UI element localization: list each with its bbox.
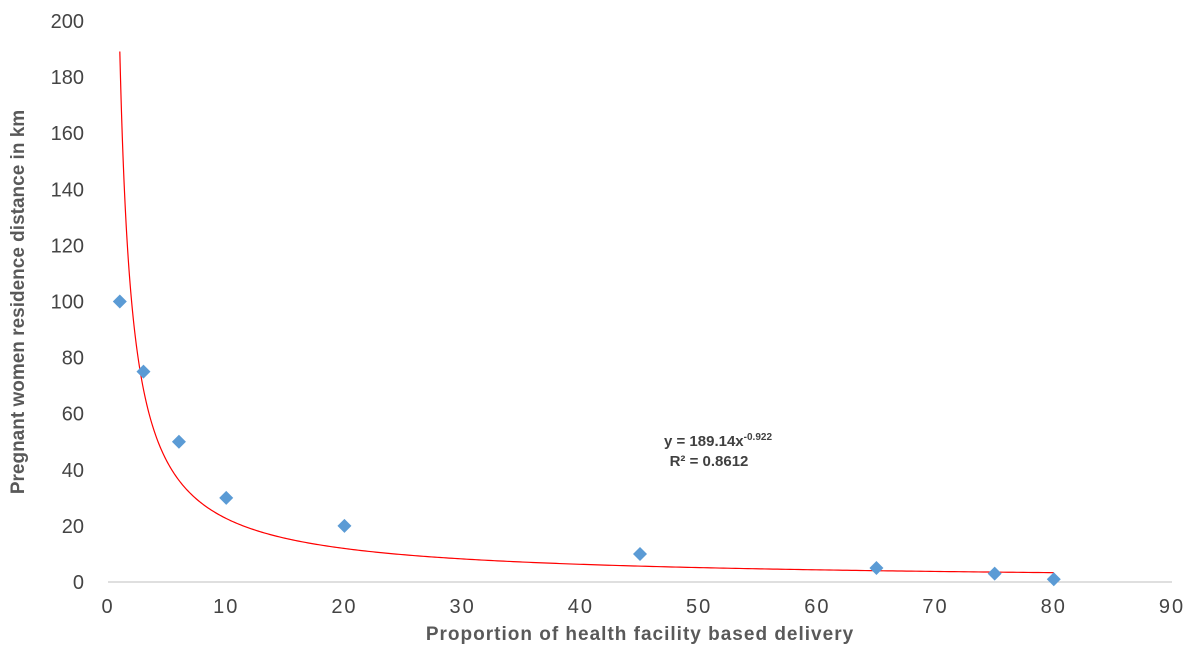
x-tick-label: 40 bbox=[568, 596, 594, 618]
data-point-diamond bbox=[136, 364, 151, 379]
trendline-equation-main: y = 189.14x bbox=[664, 433, 744, 450]
x-tick-label: 80 bbox=[1041, 596, 1067, 618]
data-point-diamond bbox=[633, 546, 647, 561]
data-point-diamond bbox=[337, 518, 352, 533]
x-tick-label: 60 bbox=[804, 596, 830, 618]
y-tick-label: 200 bbox=[51, 11, 84, 33]
data-point-diamond bbox=[219, 490, 234, 505]
x-tick-label: 10 bbox=[213, 596, 239, 618]
y-tick-label: 100 bbox=[51, 292, 84, 314]
y-tick-labels: 0 20 40 60 80 100 120 140 160 180 200 bbox=[51, 11, 84, 594]
x-tick-label: 70 bbox=[922, 596, 948, 618]
y-tick-label: 20 bbox=[62, 516, 84, 538]
data-point-diamond bbox=[987, 566, 1002, 581]
x-tick-label: 50 bbox=[686, 596, 712, 618]
data-points bbox=[112, 294, 1061, 587]
y-tick-label: 0 bbox=[73, 572, 84, 594]
trendline-equation: y = 189.14x-0.922 bbox=[664, 432, 772, 450]
data-point-diamond bbox=[869, 560, 884, 575]
data-point-diamond bbox=[171, 434, 186, 449]
y-tick-label: 60 bbox=[62, 404, 84, 426]
y-axis-title: Pregnant women residence distance in km bbox=[8, 110, 29, 494]
y-tick-label: 40 bbox=[62, 460, 84, 482]
x-tick-label: 30 bbox=[450, 596, 476, 618]
trendline-equation-exponent: -0.922 bbox=[744, 432, 773, 443]
y-tick-label: 80 bbox=[62, 348, 84, 370]
x-tick-label: 90 bbox=[1159, 596, 1185, 618]
x-tick-labels: 0 10 20 30 40 50 60 70 80 90 bbox=[101, 596, 1185, 618]
trendline-r-squared: R² = 0.8612 bbox=[670, 453, 749, 470]
y-tick-label: 180 bbox=[51, 67, 84, 89]
x-tick-label: 0 bbox=[101, 596, 114, 618]
data-point-diamond bbox=[1046, 572, 1061, 587]
x-axis-title: Proportion of health facility based deli… bbox=[426, 624, 854, 645]
y-tick-label: 160 bbox=[51, 123, 84, 145]
y-tick-label: 120 bbox=[51, 235, 84, 257]
power-trendline bbox=[119, 51, 1054, 574]
y-tick-label: 140 bbox=[51, 179, 84, 201]
x-tick-label: 20 bbox=[331, 596, 357, 618]
data-point-diamond bbox=[112, 294, 127, 309]
